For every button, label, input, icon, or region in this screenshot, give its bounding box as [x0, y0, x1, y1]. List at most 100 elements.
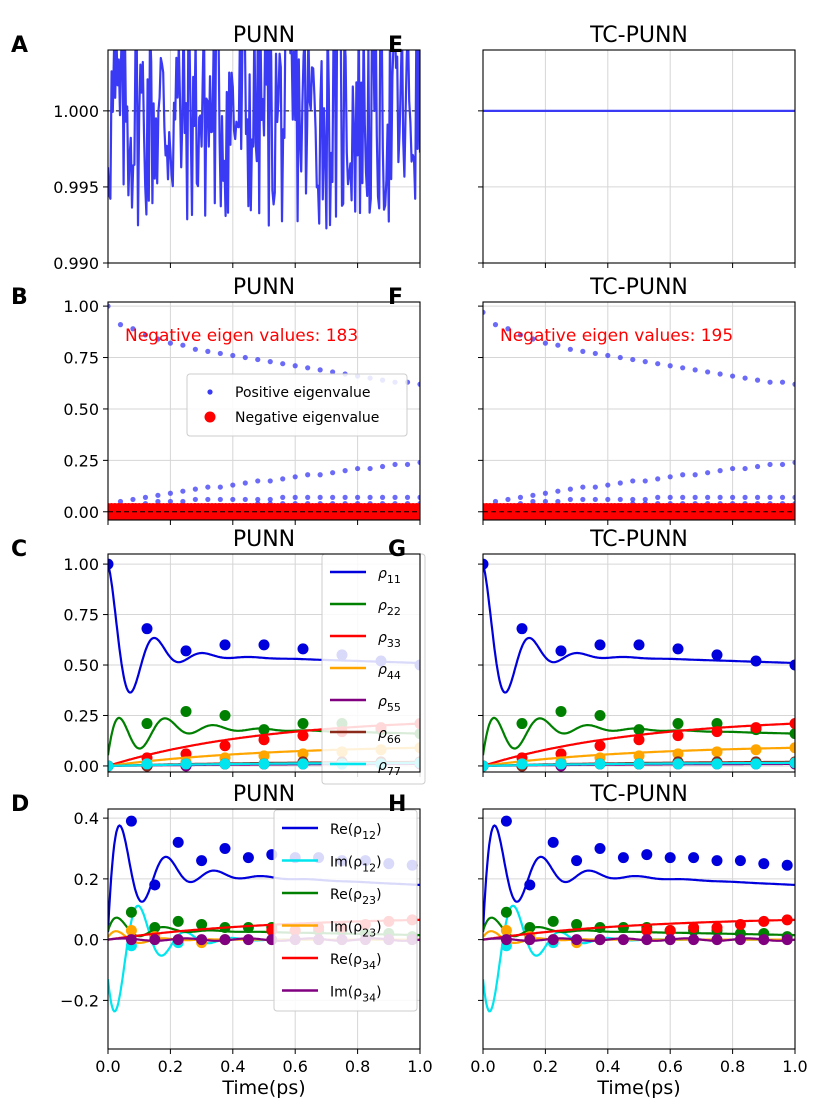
positive-eigenvalue-point [267, 496, 273, 503]
positive-eigenvalue-point [192, 486, 198, 492]
panel-E: TC-PUNN E [388, 23, 796, 268]
legend-label: Im(ρ34) [330, 985, 382, 1005]
series-point [571, 934, 583, 946]
positive-eigenvalue-point [280, 476, 286, 482]
positive-eigenvalue-point [754, 377, 761, 383]
series-point [617, 921, 629, 933]
positive-eigenvalue-point [280, 361, 286, 367]
positive-eigenvalue-point [305, 494, 311, 500]
y-tick-label: 1.000 [53, 102, 99, 121]
positive-eigenvalue-point [779, 494, 786, 500]
series-point [297, 643, 309, 655]
positive-eigenvalue-point [667, 474, 673, 480]
legend-base: ρ [378, 694, 387, 710]
positive-eigenvalue-point [417, 381, 420, 387]
positive-eigenvalue-point [767, 461, 773, 468]
positive-eigenvalue-point [580, 484, 586, 490]
positive-eigenvalue-point [692, 494, 698, 500]
positive-eigenvalue-point [542, 340, 549, 346]
positive-eigenvalue-point [330, 494, 336, 500]
positive-eigenvalue-point [155, 336, 161, 342]
series-point [500, 925, 512, 937]
positive-eigenvalue-point [680, 494, 686, 500]
x-tick-label: 1.0 [782, 1057, 807, 1076]
legend-base: Re(ρ [330, 822, 362, 838]
series-point [734, 934, 746, 946]
positive-eigenvalue-point [180, 488, 186, 494]
series-point [711, 726, 723, 738]
legend-subscript: 66 [387, 733, 401, 746]
series-point [571, 855, 583, 867]
series-point [219, 842, 231, 854]
positive-eigenvalue-point [617, 480, 623, 486]
series-point [633, 750, 645, 762]
positive-eigenvalue-point [705, 369, 711, 375]
legend-label: ρ11 [378, 566, 401, 586]
positive-eigenvalue-point [267, 359, 273, 365]
series-trace [108, 50, 420, 230]
panel-A: 0.990 0.995 1.000 PUNN A [11, 23, 421, 273]
series-point [664, 852, 676, 864]
positive-eigenvalue-point [404, 461, 411, 468]
positive-eigenvalue-point [779, 379, 786, 385]
series-point [750, 722, 762, 734]
series-point [219, 709, 231, 721]
plot-area [483, 309, 795, 520]
positive-eigenvalue-point [692, 472, 698, 478]
positive-eigenvalue-point [605, 496, 611, 503]
panel-H: 0.0 0.2 0.4 0.6 0.8 1.0 Time(ps) TC-PUNN H [388, 782, 808, 1099]
y-tick-label: 0.2 [74, 870, 99, 889]
positive-eigenvalue-point [230, 482, 236, 488]
series-point [180, 758, 192, 770]
series-point [789, 718, 795, 730]
series-point [758, 915, 770, 927]
series-point [258, 724, 270, 736]
legend-subscript: 11 [387, 573, 401, 586]
positive-eigenvalue-point [754, 463, 761, 470]
positive-eigenvalue-point [167, 340, 173, 346]
series-point [594, 709, 606, 721]
legend-label: Positive eigenvalue [235, 385, 371, 401]
series-point [483, 760, 489, 772]
positive-eigenvalue-point [617, 354, 623, 361]
axes-frame [482, 301, 796, 521]
series-point [524, 921, 536, 933]
series-point [594, 639, 606, 651]
positive-eigenvalue-point [404, 494, 411, 500]
series-point [789, 742, 795, 754]
series-point [594, 758, 606, 770]
plot-area [483, 815, 795, 1013]
series-point [664, 934, 676, 946]
positive-eigenvalue-point [730, 494, 736, 500]
panel-letter: D [11, 792, 29, 817]
plot-area [108, 303, 420, 520]
series-point [641, 925, 653, 937]
legend-label: Negative eigenvalue [235, 410, 379, 426]
positive-eigenvalue-point [592, 496, 598, 503]
positive-eigenvalue-point [779, 461, 786, 468]
series-point [125, 934, 137, 946]
positive-eigenvalue-point [379, 494, 386, 500]
x-tick-label: 0.6 [282, 1057, 307, 1076]
positive-eigenvalue-point [742, 494, 748, 500]
positive-eigenvalue-point [205, 348, 211, 354]
positive-eigenvalue-point [217, 484, 223, 490]
series-point [219, 639, 231, 651]
positive-eigenvalue-point [655, 361, 661, 367]
series-point [219, 740, 231, 752]
legend-label: Im(ρ23) [330, 920, 382, 940]
panel-title: PUNN [233, 527, 295, 552]
positive-eigenvalue-point [379, 463, 386, 470]
series-point [633, 734, 645, 746]
x-tick-label: 0.0 [95, 1057, 120, 1076]
series-point [258, 758, 270, 770]
positive-eigenvalue-point [630, 496, 636, 503]
series-point [781, 859, 793, 871]
positive-eigenvalue-point [742, 375, 748, 381]
positive-eigenvalue-point [792, 494, 795, 500]
legend: Re(ρ12)Im(ρ12)Re(ρ23)Im(ρ23)Re(ρ34)Im(ρ3… [273, 809, 418, 1012]
legend-tail: ) [376, 920, 381, 936]
y-tick-label: 0.75 [63, 349, 99, 368]
